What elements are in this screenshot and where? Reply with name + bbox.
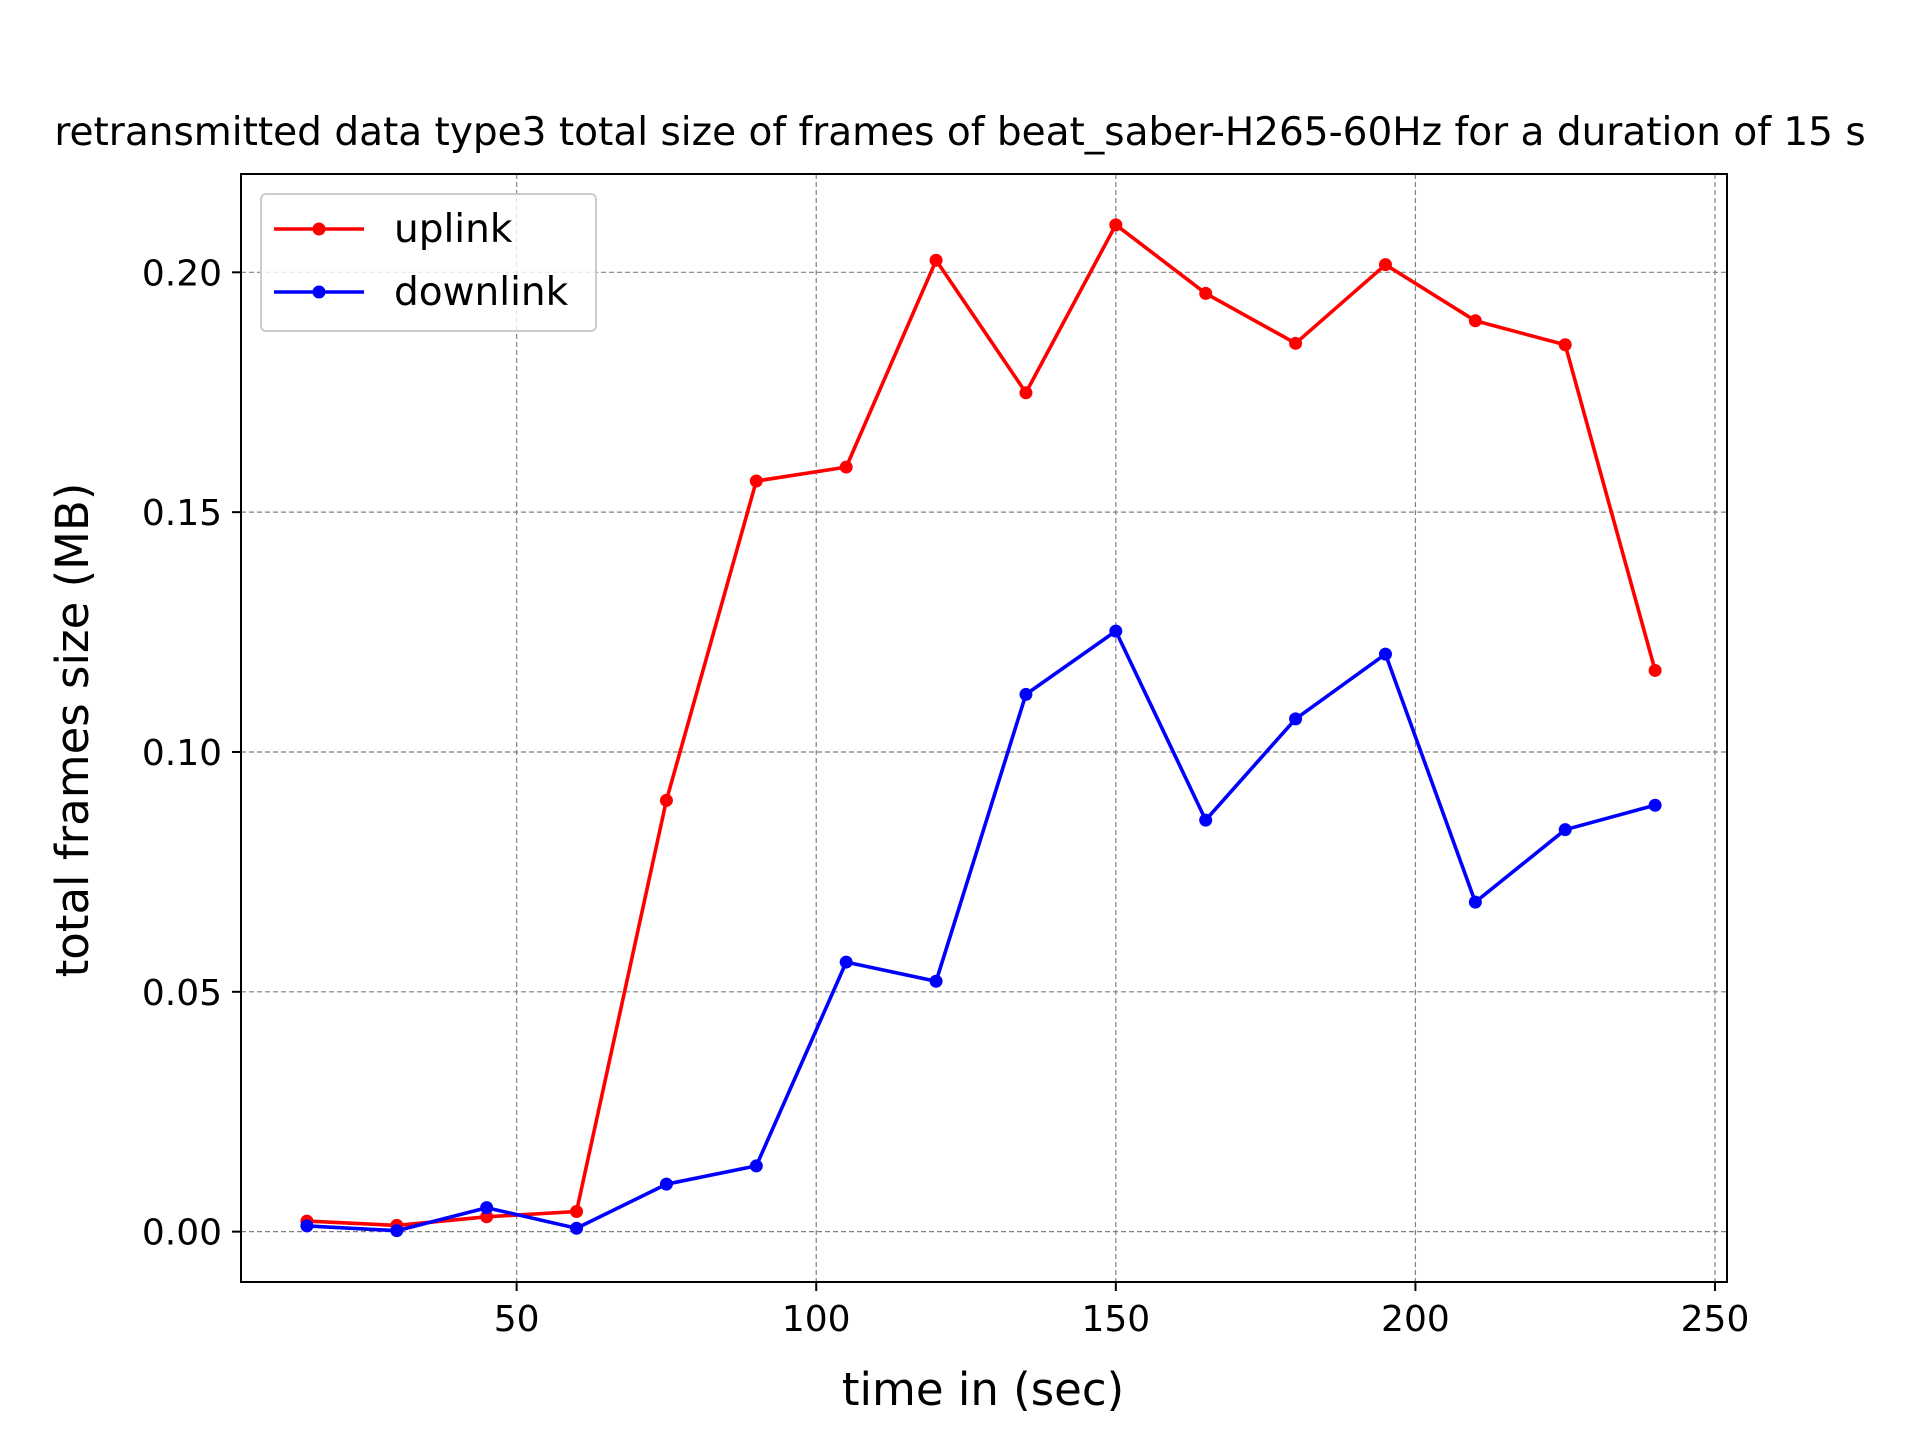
series-line-downlink	[305, 629, 1658, 1233]
x-tick-label: 200	[1381, 1299, 1450, 1340]
series-line-uplink	[305, 223, 1658, 1228]
data-point-downlink	[570, 1221, 584, 1235]
data-point-downlink	[929, 974, 943, 988]
grid	[241, 174, 1727, 1282]
data-point-uplink	[929, 253, 943, 267]
data-point-downlink	[1199, 813, 1213, 827]
data-point-downlink	[1378, 647, 1392, 661]
data-point-downlink	[480, 1201, 494, 1215]
data-point-downlink	[1468, 895, 1482, 909]
x-tick-label: 50	[494, 1299, 540, 1340]
data-point-uplink	[1199, 286, 1213, 300]
data-point-downlink	[659, 1177, 673, 1191]
legend-label-downlink: downlink	[394, 270, 569, 315]
x-axis-label: time in (sec)	[842, 1363, 1124, 1416]
data-point-downlink	[300, 1219, 314, 1233]
data-point-uplink	[570, 1204, 584, 1218]
y-axis-label: total frames size (MB)	[46, 483, 99, 978]
data-point-uplink	[1468, 314, 1482, 328]
data-point-uplink	[1109, 218, 1123, 232]
x-tick-label: 150	[1081, 1299, 1150, 1340]
legend-marker-downlink	[312, 285, 326, 299]
x-tick-label: 250	[1681, 1299, 1750, 1340]
data-point-uplink	[480, 1210, 494, 1224]
data-point-uplink	[1648, 663, 1662, 677]
data-point-downlink	[1109, 624, 1123, 638]
legend-marker-uplink	[312, 222, 326, 236]
y-tick-label: 0.10	[142, 733, 222, 774]
y-tick-label: 0.20	[142, 253, 222, 294]
y-tick-label: 0.15	[142, 493, 222, 534]
data-point-uplink	[839, 460, 853, 474]
series-layer	[300, 218, 1662, 1238]
chart-title: retransmitted data type3 total size of f…	[54, 110, 1865, 155]
data-point-downlink	[390, 1224, 404, 1238]
data-point-downlink	[1558, 823, 1572, 837]
data-point-uplink	[1289, 336, 1303, 350]
data-point-uplink	[1558, 338, 1572, 352]
axes: 50 100 150 200 250 0.00 0.05 0.10 0.15 0.20	[142, 173, 1750, 1340]
plot-frame	[240, 173, 1728, 1283]
data-point-downlink	[1648, 798, 1662, 812]
data-point-downlink	[1019, 687, 1033, 701]
data-point-downlink	[1289, 712, 1303, 726]
data-point-uplink	[749, 474, 763, 488]
legend: uplink downlink	[260, 193, 597, 332]
data-point-uplink	[1378, 258, 1392, 272]
y-tick-label: 0.05	[142, 973, 222, 1014]
data-point-uplink	[659, 793, 673, 807]
legend-label-uplink: uplink	[394, 207, 513, 252]
data-point-downlink	[749, 1159, 763, 1173]
y-tick-label: 0.00	[142, 1213, 222, 1254]
x-tick-label: 100	[782, 1299, 851, 1340]
data-point-downlink	[839, 955, 853, 969]
data-point-uplink	[1019, 386, 1033, 400]
